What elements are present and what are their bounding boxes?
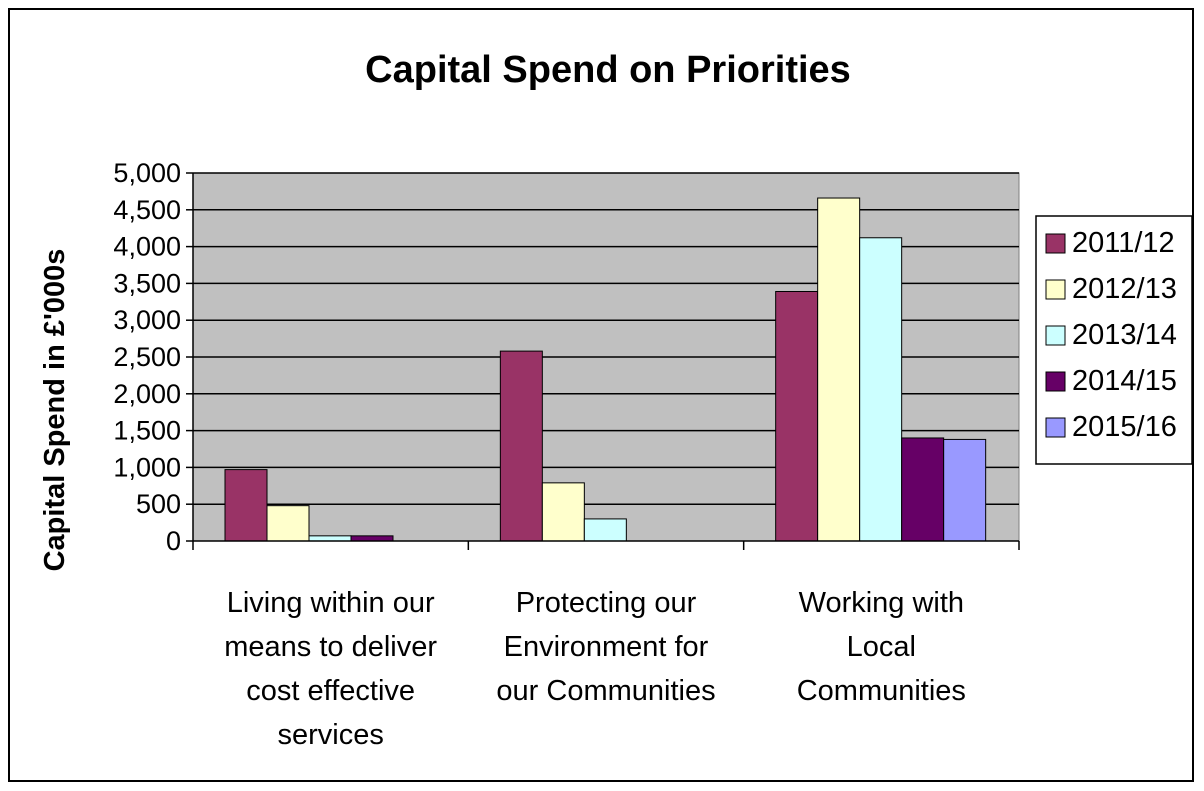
chart-title: Capital Spend on Priorities [365,49,851,91]
legend-label: 2014/15 [1072,365,1177,397]
bar-2013-14-cat3 [859,237,903,542]
legend: 2011/12 2012/13 2013/14 2014/15 2015/16 [1035,215,1193,465]
bar-2012-13-cat2 [541,482,585,542]
x-category-labels: Living within our means to deliver cost ef… [224,587,966,751]
y-tick-label: 4,500 [113,195,181,225]
bar-2012-13-cat3 [817,197,861,542]
legend-label: 2013/14 [1072,319,1177,351]
legend-label: 2015/16 [1072,411,1177,443]
y-tick-label: 5,000 [113,158,181,188]
y-tick-labels: 0 500 1,000 1,500 2,000 2,500 3,000 3,500 4,000 4… [113,158,181,556]
legend-label: 2011/12 [1072,227,1175,259]
y-tick-label: 1,000 [113,452,181,482]
bar-2014-15-cat3 [901,437,945,542]
bar-2013-14-cat1 [308,535,352,542]
y-tick-label: 4,000 [113,232,181,262]
x-category-label: Living within our means to deliver cost ef… [224,587,437,751]
bar-2014-15-cat1 [350,535,394,542]
legend-label: 2012/13 [1072,273,1177,305]
bar-2011-12-cat1 [224,469,268,542]
y-tick-label: 3,000 [113,305,181,335]
y-axis-label: Capital Spend in £'000s [39,249,71,572]
bar-2011-12-cat3 [775,290,819,542]
x-category-label: Protecting our Environment for our Communi… [496,587,715,707]
legend-swatch [1045,279,1066,300]
y-tick-label: 2,500 [113,342,181,372]
y-tick-label: 1,500 [113,416,181,446]
legend-swatch [1045,371,1066,392]
y-tick-label: 3,500 [113,268,181,298]
y-tick-label: 500 [136,489,181,519]
bar-2015-16-cat3 [943,438,987,542]
legend-swatch [1045,325,1066,346]
y-tick-label: 2,000 [113,379,181,409]
axes [186,172,1020,550]
y-tick-label: 0 [166,526,181,556]
legend-swatch [1045,417,1066,438]
bar-2013-14-cat2 [583,518,627,542]
bar-2012-13-cat1 [266,505,310,542]
legend-swatch [1045,233,1066,254]
x-category-label: Working with Local Communities [797,587,966,707]
bar-2011-12-cat2 [499,350,543,542]
